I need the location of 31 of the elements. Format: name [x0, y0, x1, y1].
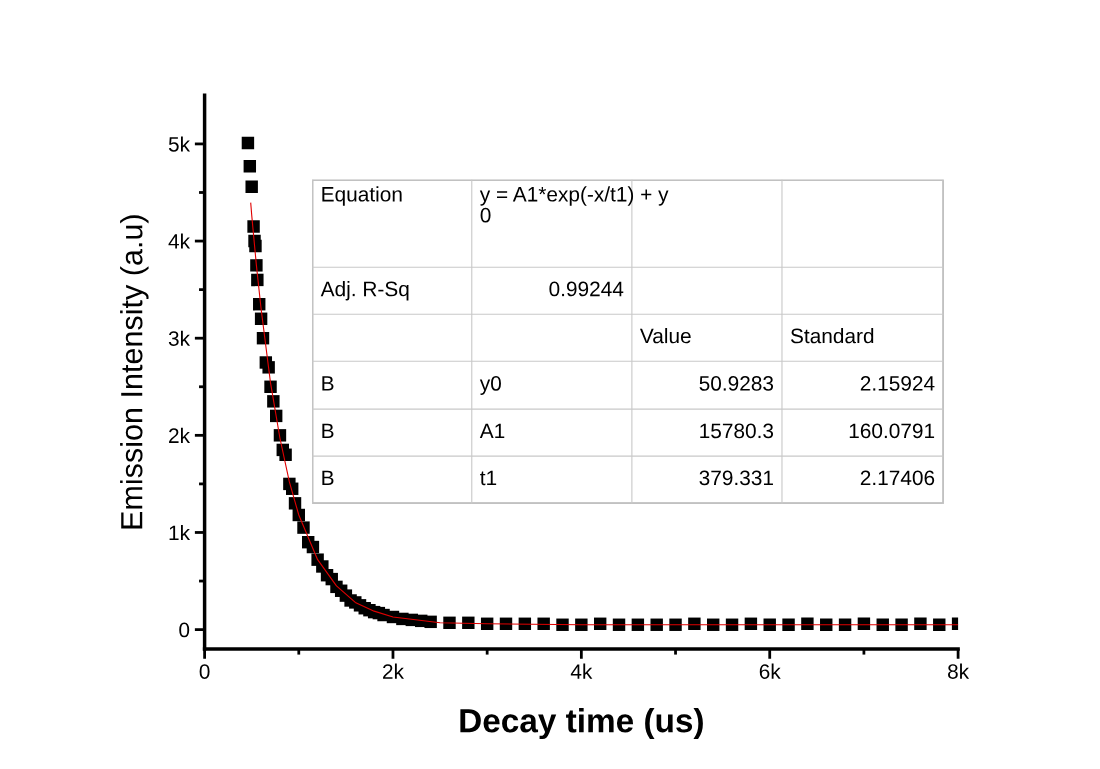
annotation: Value [639, 328, 691, 344]
x-tick-label: 4k [570, 663, 593, 679]
annotation: 379.331 [699, 470, 773, 486]
annotation: y0 [479, 376, 501, 395]
annotation: B [322, 470, 334, 486]
annotation: A1 [479, 423, 505, 439]
annotation: Standard [790, 328, 874, 344]
x-tick-label: 8k [948, 663, 970, 679]
y-tick-label: 3k [168, 330, 191, 346]
annotation: 2.15924 [860, 376, 935, 391]
annotation: 160.0791 [849, 423, 935, 439]
annotation: 2.17406 [860, 470, 935, 486]
y-axis-title: Emission Intensity (a.u) [120, 215, 149, 529]
x-axis-title: Decay time (us) [460, 708, 703, 740]
y-tick-label: 2k [169, 427, 191, 443]
x-tick-label: 2k [383, 663, 405, 679]
y-tick-label: 1k [169, 524, 191, 541]
annotation: B [322, 376, 334, 391]
y-tick-label: 4k [168, 233, 191, 249]
annotation: t1 [480, 470, 497, 486]
annotation: B [322, 423, 334, 439]
annotation: y = A1*exp(-x/t1) + y 0 [479, 186, 669, 223]
annotation: Equation [322, 186, 402, 206]
x-tick-label: 6k [759, 663, 781, 679]
annotation: Adj. R-Sq [320, 281, 409, 301]
y-tick-label: 0 [179, 622, 190, 638]
annotation: 0.99244 [549, 281, 624, 297]
x-tick-label: 0 [199, 664, 210, 679]
annotation: 15780.3 [700, 423, 774, 439]
annotation: 50.9283 [699, 376, 774, 391]
y-tick-label: 5k [168, 136, 191, 152]
